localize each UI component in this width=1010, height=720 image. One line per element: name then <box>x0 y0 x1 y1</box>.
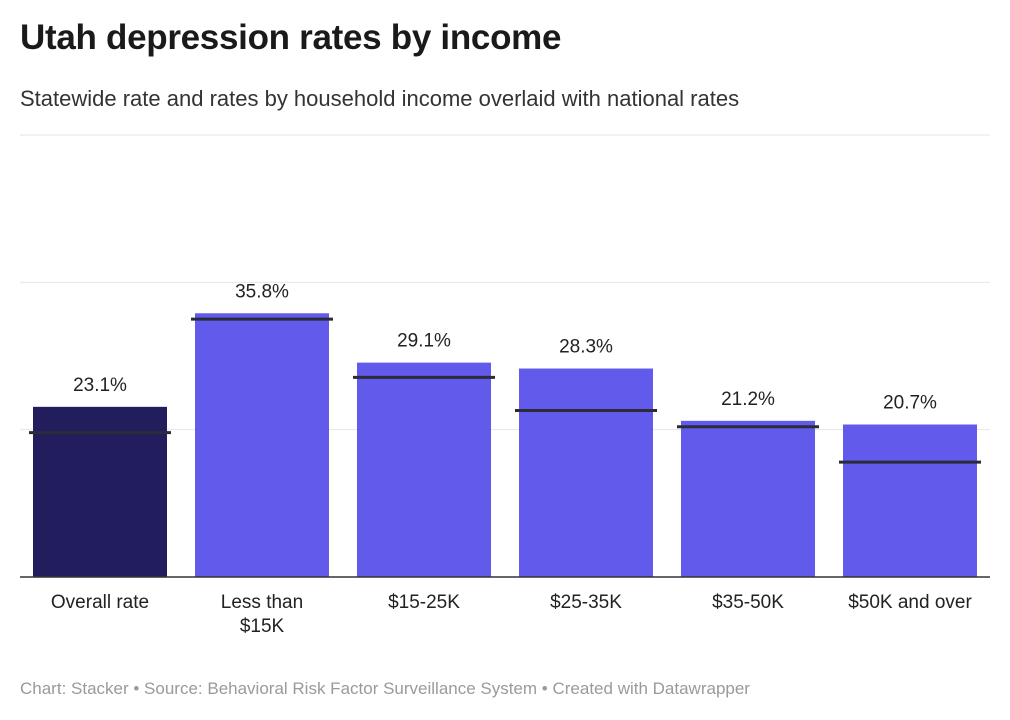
bar <box>843 424 977 577</box>
bar <box>357 362 491 577</box>
category-label: $25-35K <box>550 592 622 613</box>
chart-footer: Chart: Stacker • Source: Behavioral Risk… <box>20 679 750 698</box>
value-label: 35.8% <box>235 281 289 302</box>
value-label: 29.1% <box>397 331 451 352</box>
category-label: $35-50K <box>712 592 784 613</box>
value-label: 23.1% <box>73 375 127 396</box>
value-label: 20.7% <box>883 393 937 414</box>
bar <box>681 420 815 577</box>
category-label: $15-25K <box>388 592 460 613</box>
bar <box>195 313 329 577</box>
value-label: 21.2% <box>721 389 775 410</box>
chart-subtitle: Statewide rate and rates by household in… <box>20 86 740 111</box>
chart-title: Utah depression rates by income <box>20 18 562 57</box>
category-label: Overall rate <box>51 592 149 613</box>
bar <box>519 368 653 577</box>
bar <box>33 406 167 577</box>
value-label: 28.3% <box>559 337 613 358</box>
bar-chart: 23.1% Overall rate 35.8% Less than $15K 29.1%… <box>20 134 990 637</box>
category-label: $50K and over <box>848 592 972 613</box>
category-label: Less than $15K <box>221 592 303 637</box>
